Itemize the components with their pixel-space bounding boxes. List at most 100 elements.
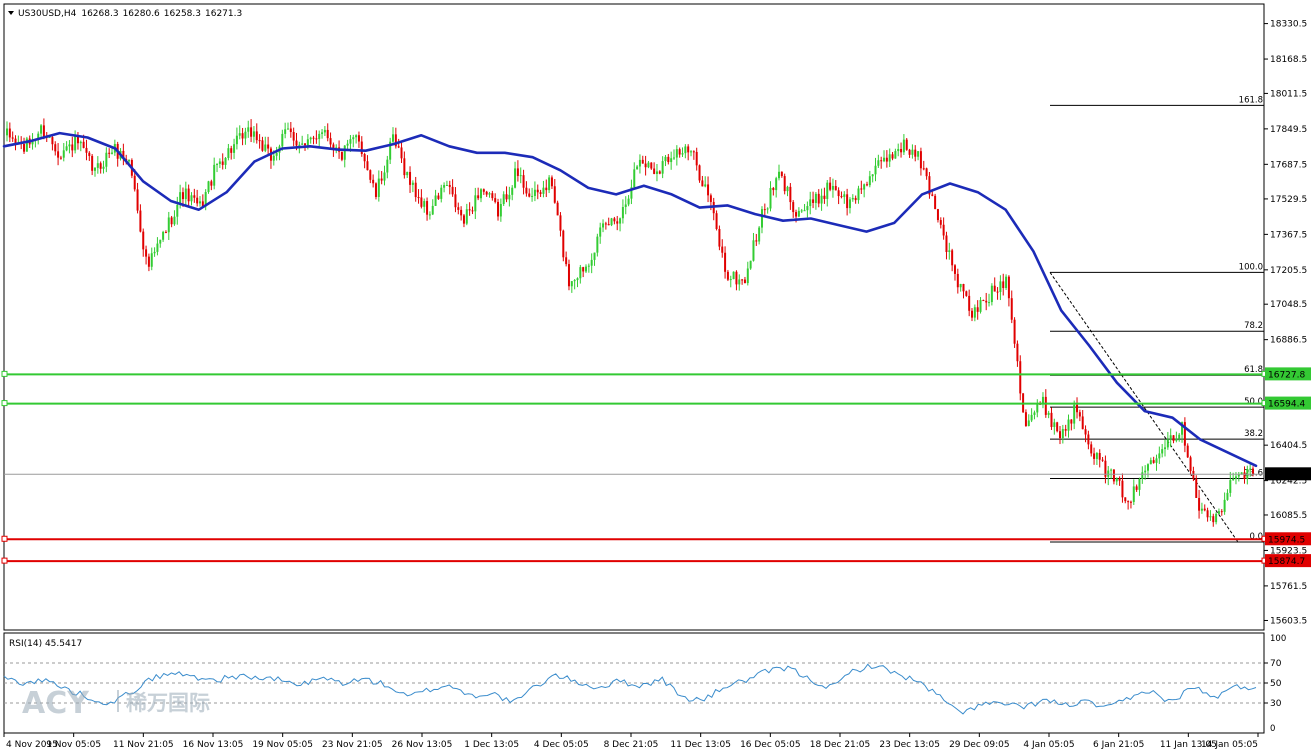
candle-body: [91, 155, 94, 171]
sr-line-handle[interactable]: [1, 400, 8, 407]
candle: [585, 264, 588, 274]
candle-body: [250, 127, 253, 137]
fib-level-label: 78.2: [1244, 321, 1263, 331]
candle-body: [511, 187, 514, 195]
candle: [482, 188, 485, 195]
candle-body: [1183, 422, 1186, 446]
candle-body: [128, 160, 131, 162]
candle-body: [982, 300, 985, 302]
candle-body: [638, 159, 641, 167]
header-dropdown-icon[interactable]: [8, 11, 14, 15]
candle-body: [883, 157, 886, 162]
sr-line-handle[interactable]: [1, 557, 8, 564]
sr-line-handle[interactable]: [1, 535, 8, 542]
candle-body: [880, 160, 883, 162]
candle-body: [14, 138, 17, 144]
candle: [428, 211, 431, 220]
sr-line-handle[interactable]: [1, 370, 8, 377]
candle-body: [817, 193, 820, 204]
candle: [1084, 425, 1087, 443]
candle-body: [741, 279, 744, 281]
candle-body: [996, 291, 999, 293]
candle-body: [848, 199, 851, 209]
candle: [1073, 400, 1076, 430]
candle: [911, 144, 914, 159]
candle-body: [585, 266, 588, 272]
candle: [372, 174, 375, 188]
candle-body: [559, 215, 562, 231]
price-panel: [3, 3, 1265, 631]
candle-body: [210, 181, 213, 186]
candle-body: [360, 141, 363, 155]
candle-body: [352, 137, 355, 140]
candle: [775, 176, 778, 198]
candle-body: [1115, 478, 1118, 482]
candle-body: [289, 128, 292, 133]
candle-body: [485, 191, 488, 195]
candle: [68, 140, 71, 154]
candle: [502, 191, 505, 206]
candle-body: [1095, 453, 1098, 459]
candle-body: [400, 147, 403, 159]
candle-body: [238, 133, 241, 136]
candle: [721, 239, 724, 258]
candle-body: [372, 179, 375, 184]
candle-body: [814, 193, 817, 203]
candle-body: [1056, 422, 1059, 432]
candle-body: [247, 127, 250, 132]
candle: [1220, 509, 1223, 516]
candle-body: [326, 129, 329, 139]
candle: [221, 153, 224, 170]
candle: [59, 155, 62, 160]
candle: [1030, 408, 1033, 423]
candle-body: [218, 161, 221, 164]
candle: [661, 156, 664, 179]
candle-body: [959, 284, 962, 288]
candle-body: [795, 212, 798, 217]
candle: [953, 264, 956, 281]
candle-body: [619, 218, 622, 224]
price-tick-label: 16242.5: [1270, 477, 1307, 487]
candle-body: [985, 300, 988, 303]
candle-body: [102, 166, 105, 169]
candle-body: [142, 231, 145, 250]
candle-body: [653, 168, 656, 174]
candle-body: [675, 149, 678, 158]
candle: [596, 233, 599, 257]
candle-body: [1212, 516, 1215, 523]
candle: [477, 187, 480, 201]
candle-body: [309, 137, 312, 140]
candle: [465, 203, 468, 226]
candle-body: [82, 141, 85, 148]
candle: [897, 143, 900, 157]
candle: [1206, 507, 1209, 522]
candle-body: [610, 218, 613, 226]
candle-body: [1206, 510, 1209, 518]
candle-body: [159, 239, 162, 244]
candle-body: [1127, 501, 1130, 503]
candle-body: [25, 138, 28, 152]
candle-body: [315, 138, 318, 140]
candle: [817, 189, 820, 208]
candle: [505, 186, 508, 203]
candle: [633, 162, 636, 189]
candle: [812, 191, 815, 209]
candle: [1164, 439, 1167, 457]
candle-body: [31, 140, 34, 145]
horizontal-lines[interactable]: 16727.8 16594.4 15974.5 15874.7 16271.3: [1, 367, 1311, 568]
candle: [883, 150, 886, 163]
candle-body: [914, 149, 917, 157]
candle-body: [414, 182, 417, 198]
candle: [1141, 466, 1144, 484]
candle: [695, 147, 698, 171]
candle-body: [423, 201, 426, 207]
candle: [971, 307, 974, 322]
candle-body: [1175, 438, 1178, 441]
candle-body: [760, 209, 763, 228]
candle: [369, 169, 372, 184]
candle: [457, 202, 460, 215]
candle: [664, 154, 667, 167]
candle-body: [579, 267, 582, 279]
candle: [670, 151, 673, 170]
candle-body: [11, 137, 14, 139]
